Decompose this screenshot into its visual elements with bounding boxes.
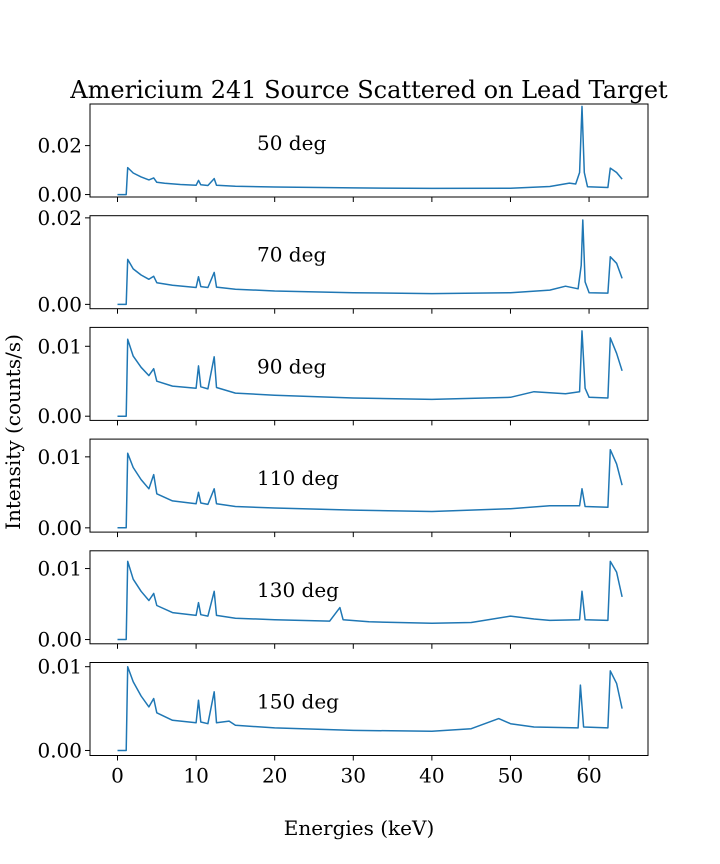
axes-frame (89, 215, 649, 310)
panel-3: 0.00 0.01 90 deg (37, 326, 649, 428)
axes-frame (89, 438, 649, 533)
x-tick-label: 10 (183, 764, 208, 788)
y-tick-label: 0.01 (37, 445, 82, 469)
axes-frame (89, 326, 649, 421)
y-tick-label: 0.01 (37, 334, 82, 358)
panel-angle-label: 110 deg (257, 466, 339, 490)
y-axis-label: Intensity (counts/s) (1, 334, 25, 530)
panel-angle-label: 70 deg (257, 243, 326, 267)
series-line (117, 219, 623, 306)
series-line (117, 665, 623, 752)
x-axis-label: Energies (keV) (284, 816, 435, 840)
y-tick-label: 0.01 (37, 557, 82, 581)
axes-frame (89, 103, 649, 198)
panel-angle-label: 90 deg (257, 354, 326, 378)
series-line (117, 330, 623, 417)
panel-5: 0.00 0.01 130 deg (37, 550, 649, 652)
x-tick-label: 40 (419, 764, 444, 788)
panel-6: 0.00 0.01 0 10 20 30 40 50 60 150 deg (37, 655, 649, 788)
panel-angle-label: 150 deg (257, 690, 339, 714)
y-tick-label: 0.00 (37, 516, 82, 540)
y-tick-label: 0.00 (37, 628, 82, 652)
axes-frame (89, 550, 649, 645)
series-line (117, 448, 623, 529)
y-tick-label: 0.01 (37, 655, 82, 679)
panel-1: 0.00 0.02 50 deg (37, 103, 649, 207)
x-tick-label: 20 (262, 764, 287, 788)
panel-angle-label: 130 deg (257, 578, 339, 602)
panel-2: 0.00 0.02 70 deg (37, 206, 649, 316)
y-tick-label: 0.02 (37, 206, 82, 230)
x-tick-label: 50 (498, 764, 523, 788)
y-tick-label: 0.00 (37, 292, 82, 316)
y-tick-label: 0.00 (37, 738, 82, 762)
panel-4: 0.00 0.01 110 deg (37, 438, 649, 540)
chart-title: Americium 241 Source Scattered on Lead T… (69, 76, 668, 104)
y-tick-label: 0.00 (37, 183, 82, 207)
x-tick-label: 30 (341, 764, 366, 788)
y-tick-label: 0.02 (37, 134, 82, 158)
series-line (117, 105, 623, 196)
x-tick-label: 60 (576, 764, 601, 788)
series-line (117, 560, 623, 641)
axes-frame (89, 662, 649, 756)
panel-angle-label: 50 deg (257, 131, 326, 155)
x-tick-label: 0 (111, 764, 124, 788)
y-tick-label: 0.00 (37, 404, 82, 428)
